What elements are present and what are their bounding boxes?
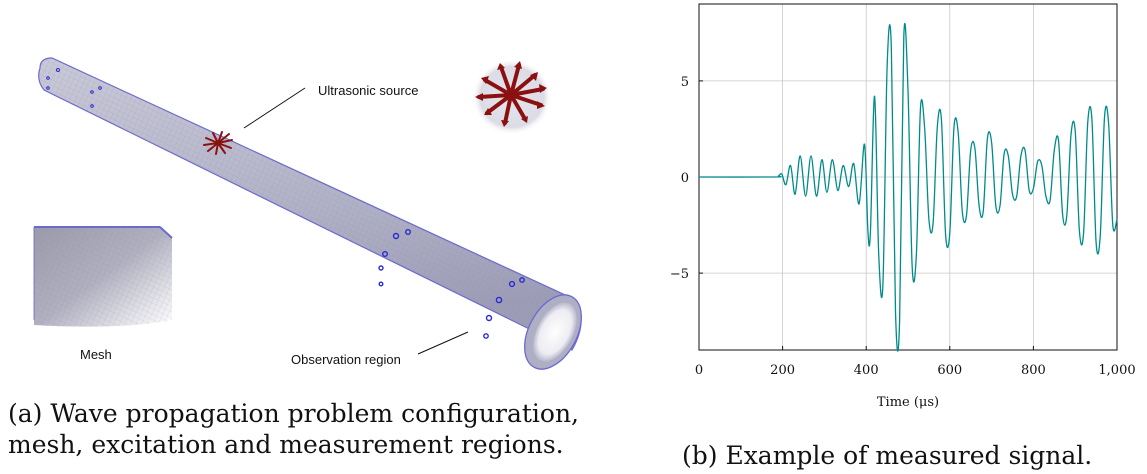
caption-a-line1: (a) Wave propagation problem configurati… [8, 399, 579, 428]
x-axis-label: Time (μs) [877, 395, 939, 410]
y-tick-label: 0 [681, 171, 689, 186]
observation-sensors-left [46, 68, 102, 108]
pipe-illustration: Ultrasonic source Mesh Observation regio… [33, 57, 582, 370]
observation-region-leader [417, 331, 469, 355]
x-tick-label: 600 [937, 363, 962, 378]
x-tick-label: 800 [1021, 363, 1046, 378]
x-tick-label: 1,000 [1098, 363, 1135, 378]
ultrasonic-source-label: Ultrasonic source [318, 83, 418, 98]
y-tick-label: −5 [670, 267, 689, 282]
y-tick-label: 5 [681, 75, 689, 90]
x-tick-label: 200 [770, 363, 795, 378]
mesh-label: Mesh [80, 347, 112, 362]
observation-sensors [378, 228, 525, 339]
x-tick-label: 0 [695, 363, 703, 378]
signal-series-line [698, 22, 1118, 352]
mesh-zoom [33, 226, 173, 327]
ultrasonic-source-leader [243, 87, 306, 129]
caption-a: (a) Wave propagation problem configurati… [8, 398, 628, 460]
caption-a-line2: mesh, excitation and measurement regions… [8, 430, 564, 459]
caption-b: (b) Example of measured signal. [682, 441, 1093, 470]
observation-region-label: Observation region [291, 352, 401, 367]
source-zoom-disc [472, 59, 552, 135]
x-axis-label-text: Time (μs) [877, 395, 939, 410]
pipe [38, 57, 582, 370]
ticks: 0 200 400 600 800 1,000 −5 0 5 [670, 75, 1136, 378]
signal-chart: 0 200 400 600 800 1,000 −5 0 5 Time (μs) [670, 3, 1136, 410]
x-tick-label: 400 [854, 363, 879, 378]
ultrasonic-source-arrows [203, 131, 233, 155]
